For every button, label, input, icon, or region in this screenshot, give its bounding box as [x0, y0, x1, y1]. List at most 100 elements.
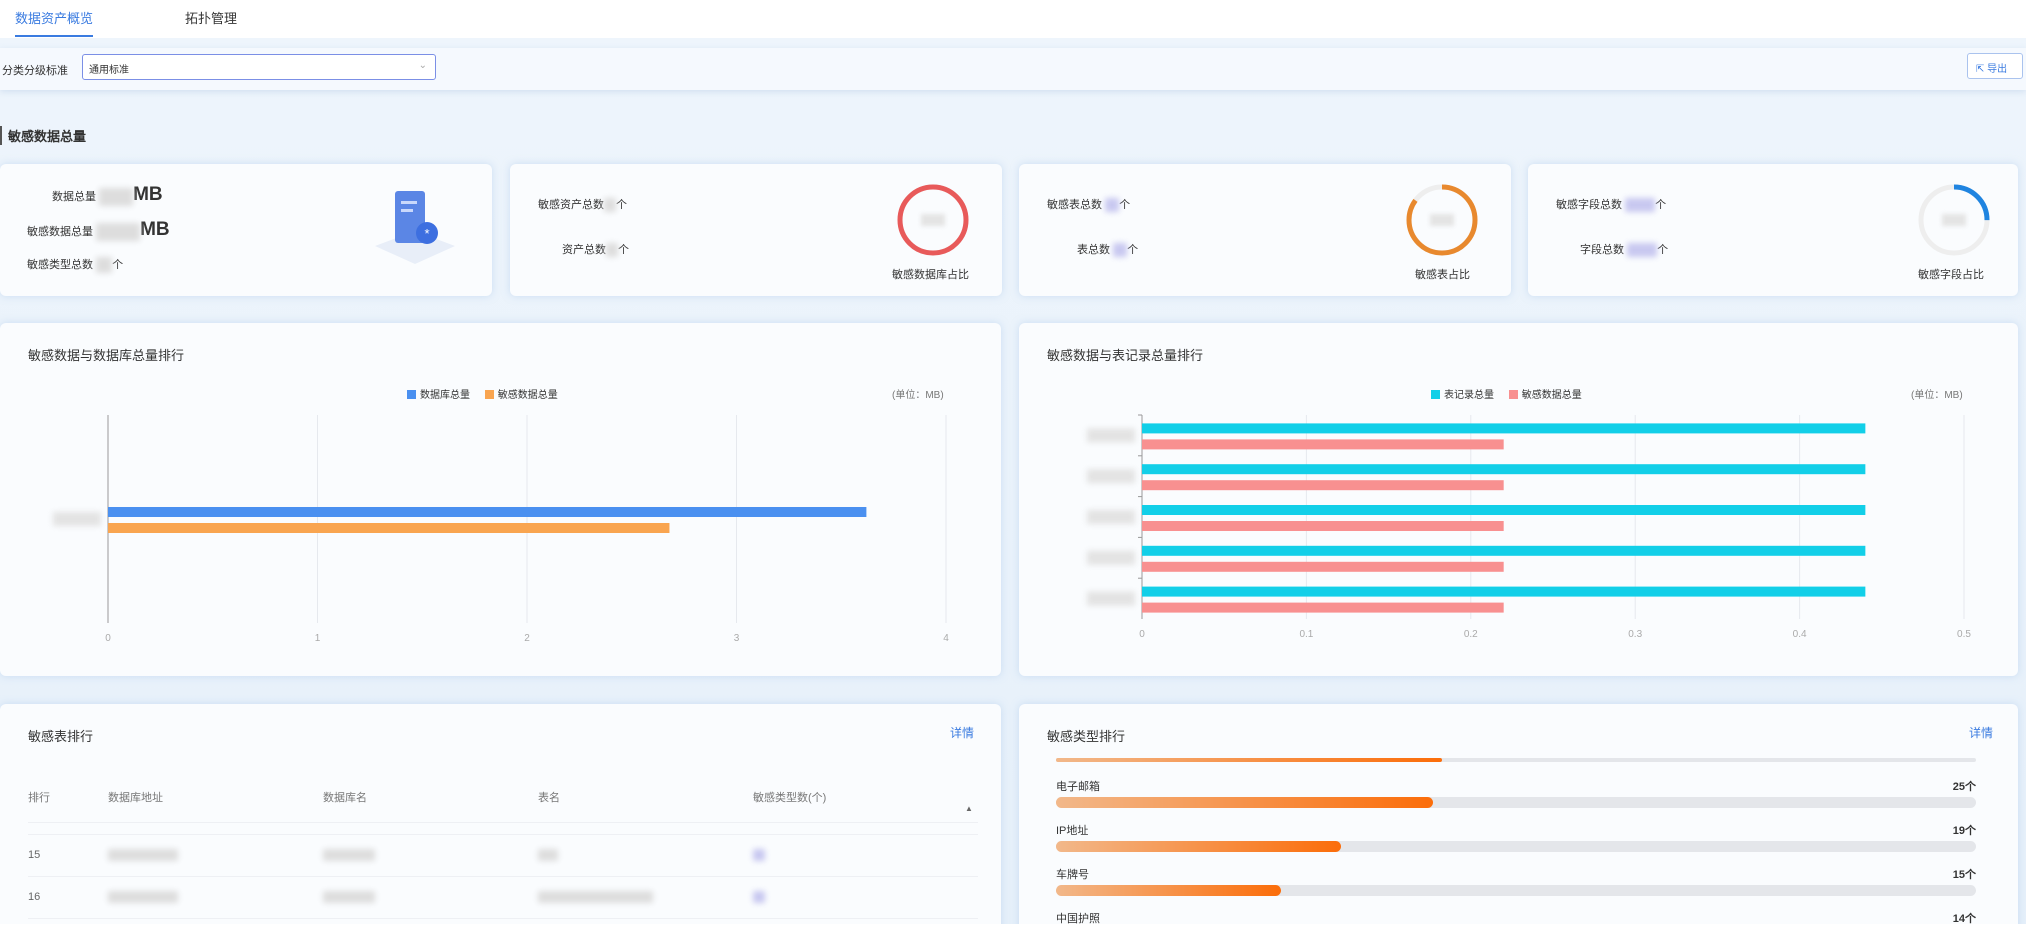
unit: 个: [1657, 244, 1669, 256]
chart-legend: 数据库总量 敏感数据总量: [395, 386, 558, 401]
classification-standard-label: 分类分级标准: [2, 65, 68, 77]
export-button[interactable]: ⇱ 导出: [1967, 53, 2023, 79]
sensitive-asset-label: 敏感资产总数: [538, 199, 604, 211]
details-link[interactable]: 详情: [1969, 726, 1994, 740]
column-header: 数据库地址: [108, 772, 323, 823]
bar-1: [1142, 439, 1504, 450]
unit-label: (单位：MB): [892, 390, 944, 401]
unit: 个: [1655, 199, 1667, 211]
sensitive-asset-value: [604, 198, 616, 213]
tab-topology-management[interactable]: 拓扑管理: [185, 11, 238, 26]
unit-label: (单位：MB): [1911, 390, 1963, 401]
tab-data-asset-overview[interactable]: 数据资产概览: [15, 8, 94, 37]
type-total-label: 敏感类型总数: [27, 259, 93, 271]
sensitive-type-ranking-card: 敏感类型排行 详情 电子邮箱 25个 IP地址 19个 车牌号 15个 中国护照 14个: [1019, 704, 2018, 924]
asset-ratio-card: 敏感资产总数个 资产总数个 敏感数据库占比: [510, 164, 1002, 296]
classification-standard-select[interactable]: 通用标准 ⌄: [82, 54, 436, 80]
bar-0: [1142, 423, 1866, 434]
record-ranking-chart: 0 0.1 0.2 0.3 0.4 0.5: [1087, 414, 1971, 640]
panel-title: 敏感表排行: [28, 729, 94, 744]
record-ranking-chart-card: 敏感数据与表记录总量排行 表记录总量 敏感数据总量 (单位：MB) 0 0.1 0.…: [1019, 323, 2018, 676]
bar-1: [1142, 602, 1504, 613]
db-ranking-chart-card: 敏感数据与数据库总量排行 数据库总量 敏感数据总量 (单位：MB) 0 1 2 3 4: [0, 323, 1001, 676]
asset-ratio-label: 敏感数据库占比: [892, 269, 969, 281]
type-progress-bar: [1056, 841, 1976, 852]
type-rank-item: IP地址 19个: [1056, 822, 1976, 854]
column-header: 敏感类型数(个): [753, 772, 978, 823]
table-row[interactable]: 17: [28, 918, 978, 924]
legend-item[interactable]: 敏感数据总量: [1521, 390, 1582, 401]
sensitive-total-value: [96, 223, 141, 242]
type-progress-bar: [1056, 885, 1976, 896]
type-name: 电子邮箱: [1056, 781, 1100, 793]
sensitive-table-ranking-card: 敏感表排行 详情 排行 数据库地址 数据库名 表名 敏感类型数(个) 15 16…: [0, 704, 1001, 924]
legend-item[interactable]: 敏感数据总量: [497, 390, 558, 401]
type-name: 中国护照: [1056, 913, 1100, 924]
x-tick-label: 2: [524, 633, 530, 644]
data-total-label: 数据总量: [52, 191, 96, 203]
legend-swatch: [484, 390, 494, 399]
x-tick-label: 0: [105, 633, 111, 644]
bar-1: [1142, 480, 1504, 491]
bar-0: [1142, 464, 1866, 475]
scroll-up-icon[interactable]: ▲: [965, 804, 973, 813]
data-total-unit: MB: [133, 184, 163, 205]
unit: 个: [618, 244, 629, 256]
field-total-value: [1627, 243, 1658, 258]
svg-text:*: *: [424, 226, 429, 241]
table-total-value: [1113, 243, 1128, 258]
table-total-label: 表总数: [1077, 244, 1110, 256]
category-label: [1087, 510, 1135, 524]
x-tick-label: 0.4: [1793, 629, 1807, 640]
bar-1: [108, 523, 670, 533]
unit: 个: [616, 199, 627, 211]
table-row[interactable]: 15: [28, 834, 978, 877]
bar-0: [1142, 586, 1866, 597]
column-header: 数据库名: [323, 772, 538, 823]
type-progress-fill: [1056, 797, 1434, 808]
sensitive-table-ranking-table: 排行 数据库地址 数据库名 表名 敏感类型数(个) 15 16 17: [28, 772, 978, 924]
data-total-value: [99, 188, 134, 207]
sensitive-table-label: 敏感表总数: [1047, 199, 1102, 211]
category-label: [1087, 428, 1135, 443]
table-ratio-card: 敏感表总数 个 表总数 个 敏感表占比: [1019, 164, 1511, 296]
sensitive-table-value: [1105, 198, 1120, 213]
field-total-label: 字段总数: [1580, 244, 1624, 256]
chart-title: 敏感数据与表记录总量排行: [1047, 348, 1204, 363]
chart-legend: 表记录总量 敏感数据总量: [1419, 386, 1582, 401]
bar-0: [108, 507, 867, 517]
type-count: 14个: [1952, 913, 1976, 924]
export-icon: ⇱: [1976, 64, 1985, 75]
details-link[interactable]: 详情: [950, 726, 975, 740]
type-count: 19个: [1952, 825, 1976, 837]
type-name: 车牌号: [1056, 869, 1089, 881]
table-row[interactable]: 16: [28, 876, 978, 919]
legend-item[interactable]: 数据库总量: [420, 390, 470, 401]
x-tick-label: 0.3: [1628, 629, 1642, 640]
asset-total-value: [606, 243, 618, 258]
table-ratio-label: 敏感表占比: [1415, 269, 1470, 281]
type-total-unit: 个: [112, 259, 124, 271]
category-label: [1087, 469, 1135, 484]
type-count: 25个: [1952, 781, 1976, 793]
legend-swatch: [1431, 390, 1440, 399]
unit: 个: [1119, 199, 1131, 211]
type-count: 15个: [1952, 869, 1976, 881]
asset-ratio-ring: [897, 184, 969, 256]
select-value: 通用标准: [89, 65, 129, 76]
x-tick-label: 3: [734, 633, 740, 644]
bar-1: [1142, 521, 1504, 531]
x-tick-label: 0.1: [1299, 629, 1313, 640]
legend-item[interactable]: 表记录总量: [1444, 390, 1494, 401]
type-name: IP地址: [1056, 825, 1089, 837]
tab-bar: 数据资产概览 拓扑管理: [0, 0, 2026, 38]
bar-1: [1142, 561, 1504, 572]
partial-rank-bar: [1056, 758, 1976, 762]
type-rank-item: 电子邮箱 25个: [1056, 778, 1976, 810]
category-label: [1087, 591, 1135, 606]
type-rank-item: 车牌号 15个: [1056, 866, 1976, 898]
asset-total-label: 资产总数: [562, 244, 606, 256]
filter-bar: 分类分级标准 通用标准 ⌄ ⇱ 导出: [0, 48, 2026, 90]
bar-0: [1142, 505, 1866, 515]
field-ratio-card: 敏感字段总数 个 字段总数 个 敏感字段占比: [1528, 164, 2018, 296]
